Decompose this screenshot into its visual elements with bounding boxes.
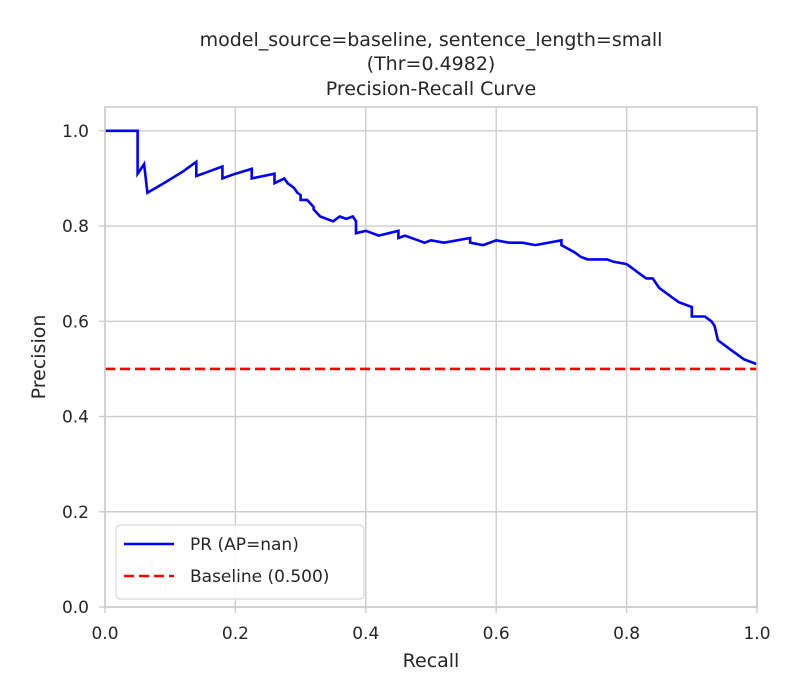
x-tick-label: 0.6 bbox=[483, 624, 510, 644]
legend-box bbox=[115, 524, 365, 600]
legend: PR (AP=nan) Baseline (0.500) bbox=[115, 524, 365, 600]
x-tick-label: 0.0 bbox=[91, 624, 118, 644]
chart-title: model_source=baseline, sentence_length=s… bbox=[200, 29, 663, 100]
y-axis-label: Precision bbox=[28, 315, 50, 400]
x-tick-label: 0.8 bbox=[613, 624, 640, 644]
y-tick-label: 1.0 bbox=[62, 122, 89, 142]
legend-label-pr: PR (AP=nan) bbox=[190, 535, 299, 555]
y-tick-label: 0.4 bbox=[62, 408, 89, 428]
chart-title-line-2: (Thr=0.4982) bbox=[367, 53, 496, 75]
x-axis-label: Recall bbox=[403, 650, 460, 672]
x-tick-label: 1.0 bbox=[743, 624, 770, 644]
y-tick-label: 0.6 bbox=[62, 312, 89, 332]
x-tick-label: 0.4 bbox=[352, 624, 379, 644]
plot-frame bbox=[104, 106, 758, 608]
y-tick-label: 0.2 bbox=[62, 503, 89, 523]
axis-ticks: 0.0 0.2 0.4 0.6 0.8 1.0 0.0 0.2 0.4 0.6 0.8 1.0 bbox=[62, 122, 771, 644]
pr-curve-line bbox=[105, 129, 758, 366]
chart-title-line-3: Precision-Recall Curve bbox=[326, 78, 536, 100]
chart-title-line-1: model_source=baseline, sentence_length=s… bbox=[200, 29, 663, 51]
plot-series bbox=[105, 129, 758, 371]
legend-label-baseline: Baseline (0.500) bbox=[190, 567, 329, 587]
x-tick-label: 0.2 bbox=[222, 624, 249, 644]
y-tick-label: 0.8 bbox=[62, 217, 89, 237]
y-tick-label: 0.0 bbox=[62, 598, 89, 618]
